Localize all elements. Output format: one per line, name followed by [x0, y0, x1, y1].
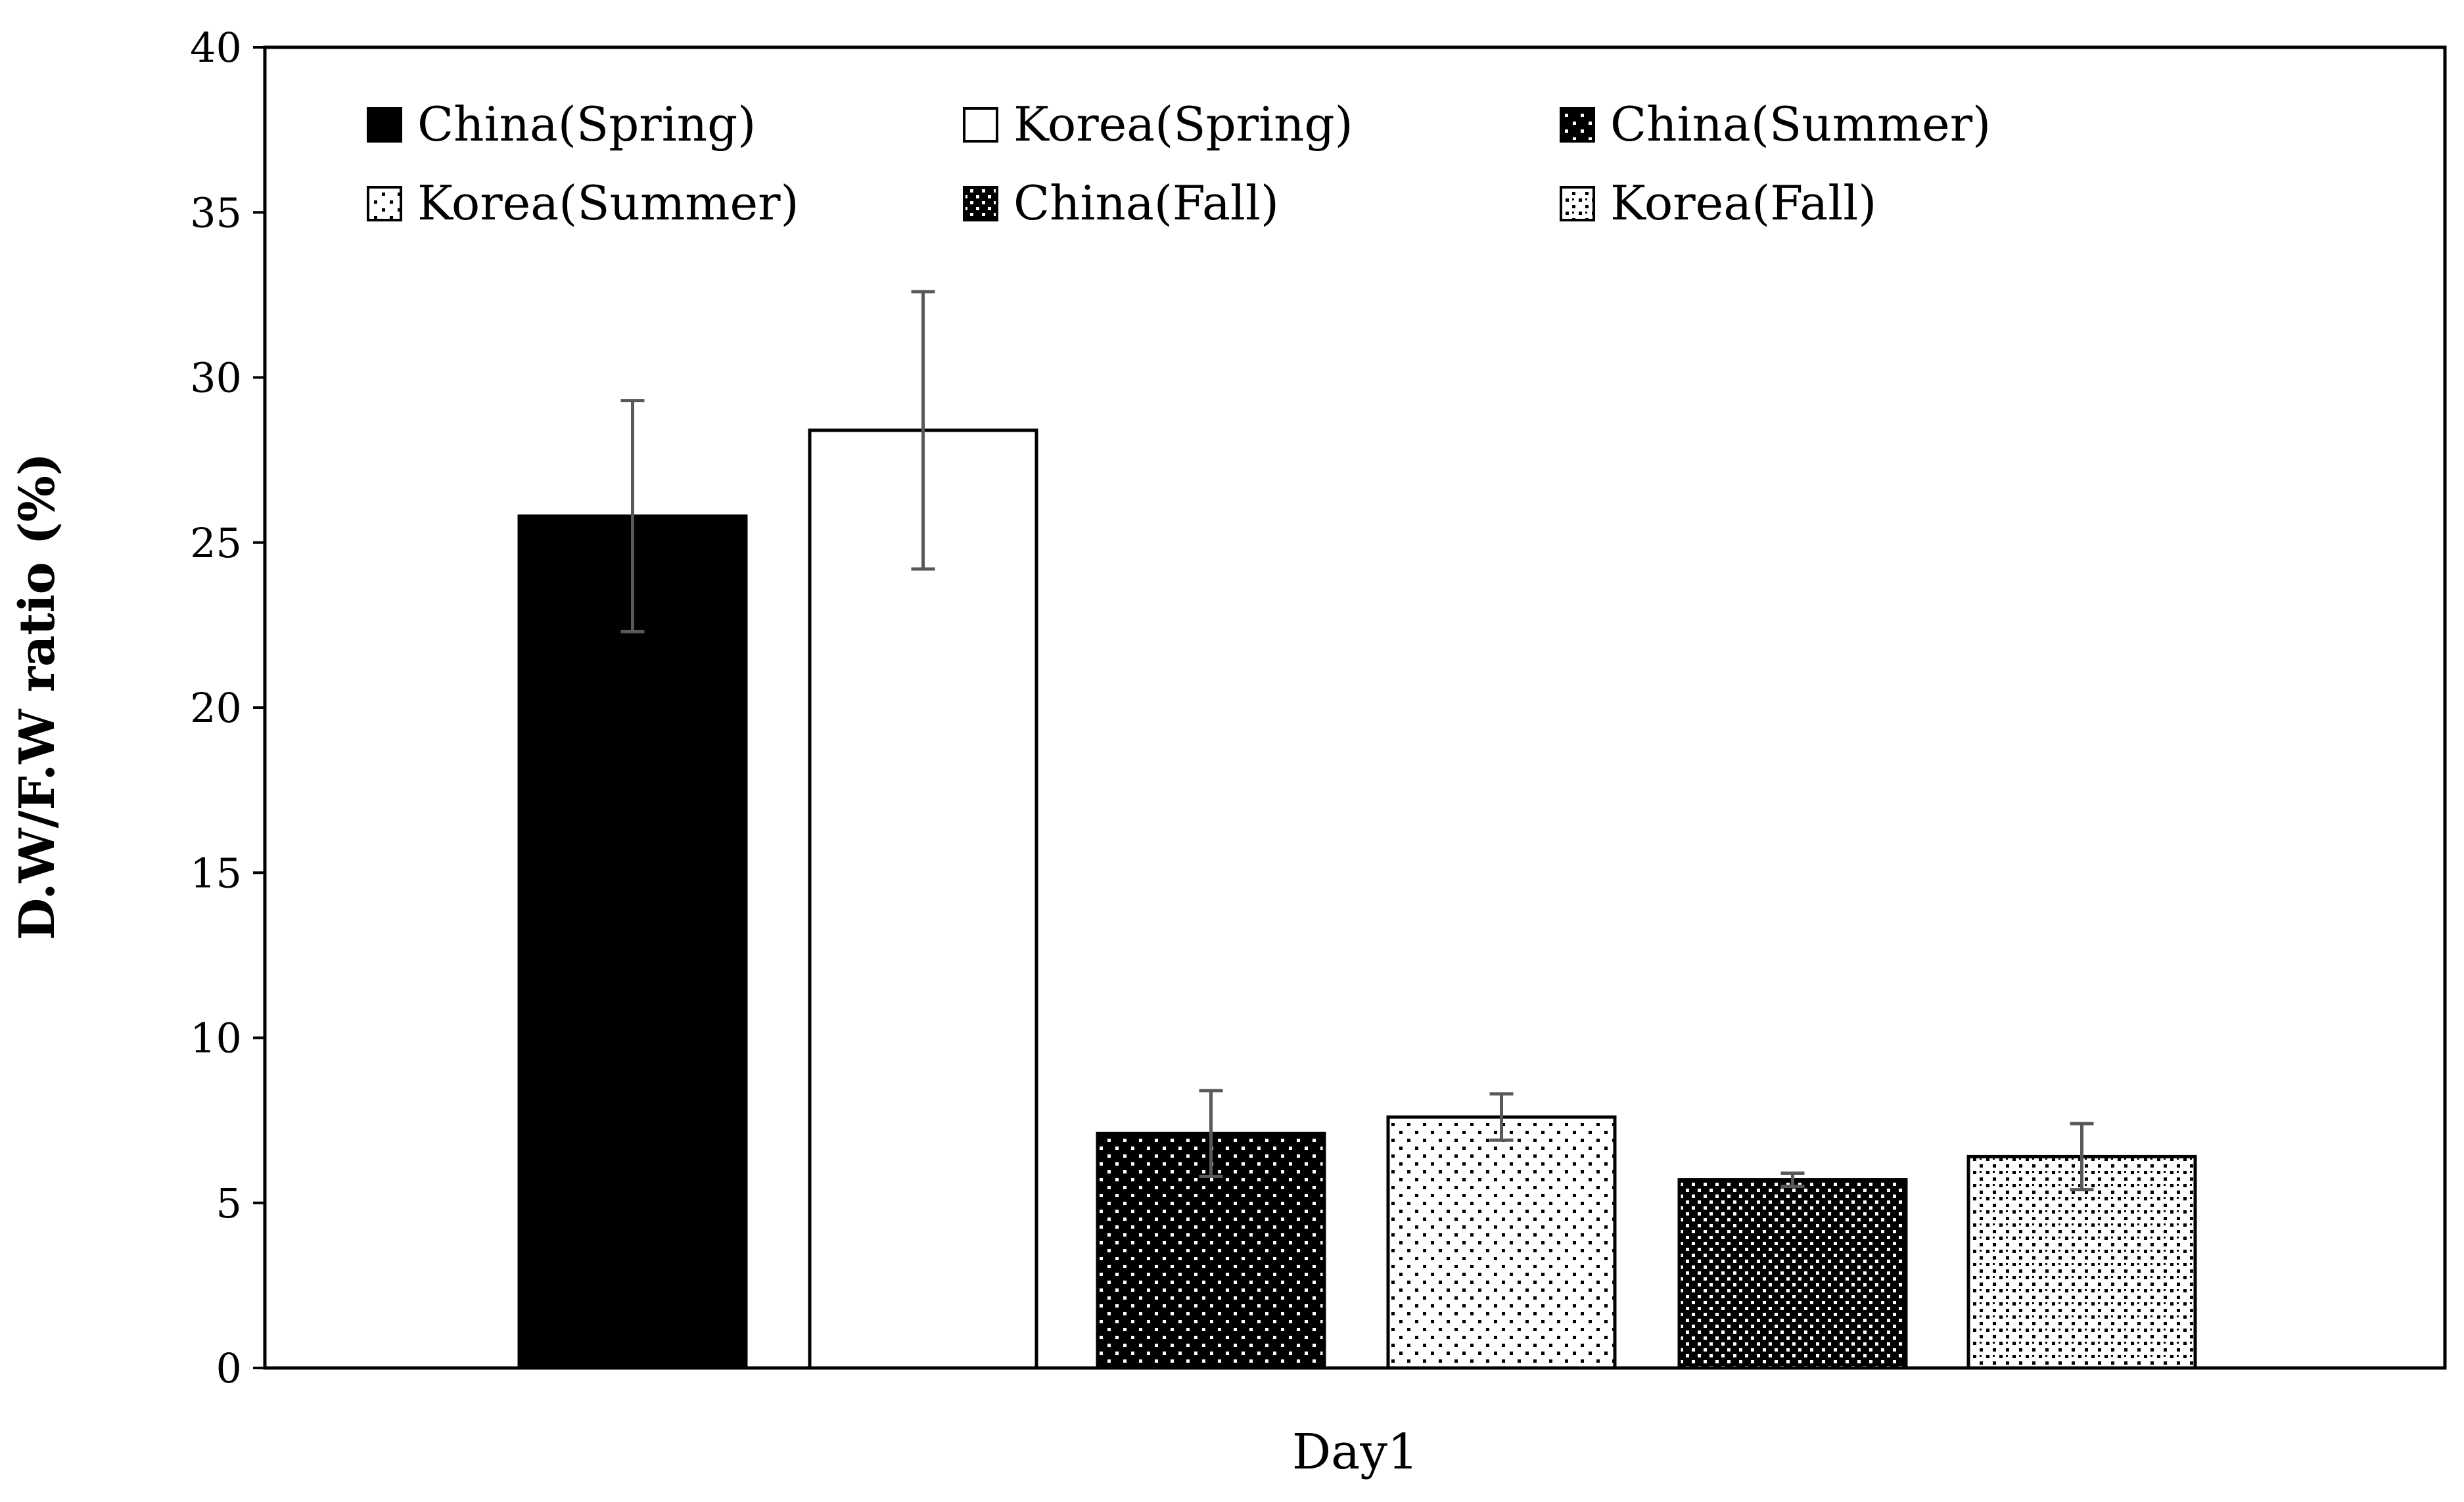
legend-label: Korea(Fall)	[1610, 175, 1876, 231]
bar-china-fall	[1677, 1178, 1908, 1370]
legend-swatch	[367, 186, 402, 221]
y-axis-label: D.W/F.W ratio (%)	[9, 453, 66, 940]
bar-china-spring	[517, 514, 748, 1370]
error-bars-group	[620, 290, 2094, 1192]
y-tick-label: 5	[216, 1179, 242, 1227]
y-tick-label: 15	[190, 849, 242, 897]
bars-group	[517, 428, 2197, 1370]
legend-item: Korea(Fall)	[1560, 175, 1876, 231]
legend-swatch	[963, 186, 998, 221]
y-tick-label: 20	[190, 684, 242, 732]
y-tick-label: 40	[190, 24, 242, 72]
legend-item: China(Fall)	[963, 175, 1279, 231]
legend-item: China(Summer)	[1560, 97, 1991, 152]
legend-item: Korea(Spring)	[963, 97, 1353, 152]
legend-swatch	[367, 107, 402, 143]
y-tick-label: 0	[216, 1344, 242, 1392]
bar-korea-fall	[1966, 1154, 2197, 1370]
legend-item: Korea(Summer)	[367, 175, 799, 231]
y-tick-label: 35	[190, 189, 242, 237]
y-tick-label: 10	[190, 1014, 242, 1062]
legend-label: China(Spring)	[417, 97, 756, 152]
bar-korea-spring	[808, 428, 1038, 1370]
legend-label: China(Fall)	[1013, 175, 1279, 231]
legend-item: China(Spring)	[367, 97, 756, 152]
y-axis: 0 5 10 15 20 25 30 35 40	[190, 24, 265, 1392]
legend-swatch	[963, 107, 998, 143]
legend-swatch	[1560, 186, 1595, 221]
legend-swatch	[1560, 107, 1595, 143]
y-tick-label: 30	[190, 354, 242, 402]
legend-label: Korea(Spring)	[1013, 97, 1353, 152]
legend-label: Korea(Summer)	[417, 175, 799, 231]
bar-korea-summer	[1386, 1115, 1617, 1370]
legend-label: China(Summer)	[1610, 97, 1991, 152]
legend: China(Spring) Korea(Spring) China(Summer) K…	[367, 97, 1991, 231]
x-axis-label: Day1	[1292, 1424, 1418, 1480]
y-tick-label: 25	[190, 519, 242, 567]
